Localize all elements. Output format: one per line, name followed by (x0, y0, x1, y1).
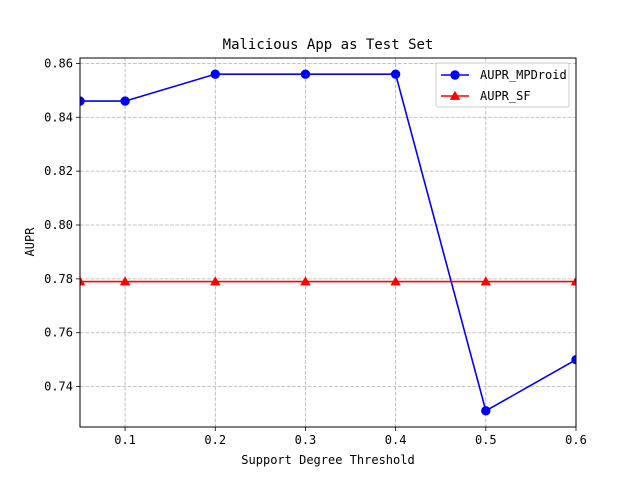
y-tick-label: 0.80 (44, 218, 73, 232)
x-tick-label: 0.4 (385, 433, 407, 447)
data-point (80, 276, 86, 286)
legend: AUPR_MPDroid AUPR_SF (435, 62, 570, 108)
y-tick-label: 0.82 (44, 164, 73, 178)
legend-item-aupr-sf: AUPR_SF (441, 89, 531, 103)
y-axis-label: AUPR (23, 227, 37, 257)
x-tick-label: 0.3 (295, 433, 317, 447)
plot-frame (79, 57, 577, 428)
data-point (120, 96, 130, 106)
data-point (390, 276, 401, 286)
x-tick-label: 0.5 (475, 433, 497, 447)
data-point (300, 69, 311, 79)
data-point (481, 406, 491, 416)
x-axis-label: Support Degree Threshold (241, 453, 414, 467)
legend-label: AUPR_MPDroid (480, 68, 567, 82)
x-axis-ticks: 0.1 0.2 0.3 0.4 0.5 0.6 (114, 427, 587, 447)
data-point (390, 69, 401, 79)
grid (80, 58, 577, 427)
x-tick-label: 0.2 (204, 433, 226, 447)
y-tick-label: 0.78 (44, 272, 73, 286)
chart-title: Malicious App as Test Set (223, 37, 434, 53)
y-tick-label: 0.76 (44, 326, 73, 340)
data-point (119, 276, 131, 286)
data-point (210, 69, 220, 79)
data-point (300, 276, 311, 286)
data-point (450, 70, 460, 80)
y-tick-label: 0.86 (44, 56, 73, 70)
legend-box (435, 62, 570, 108)
data-point (210, 276, 221, 286)
y-tick-label: 0.84 (44, 110, 73, 124)
y-tick-label: 0.74 (44, 380, 73, 394)
data-point (480, 276, 492, 286)
x-tick-label: 0.1 (114, 433, 136, 447)
y-axis-ticks: 0.74 0.76 0.78 0.80 0.82 0.84 0.86 (44, 56, 80, 394)
legend-item-aupr-mpdroid: AUPR_MPDroid (441, 68, 567, 82)
data-point (449, 90, 461, 100)
series-aupr-sf (80, 276, 576, 286)
x-tick-label: 0.6 (565, 433, 587, 447)
legend-label: AUPR_SF (480, 89, 531, 103)
data-point (570, 276, 576, 286)
